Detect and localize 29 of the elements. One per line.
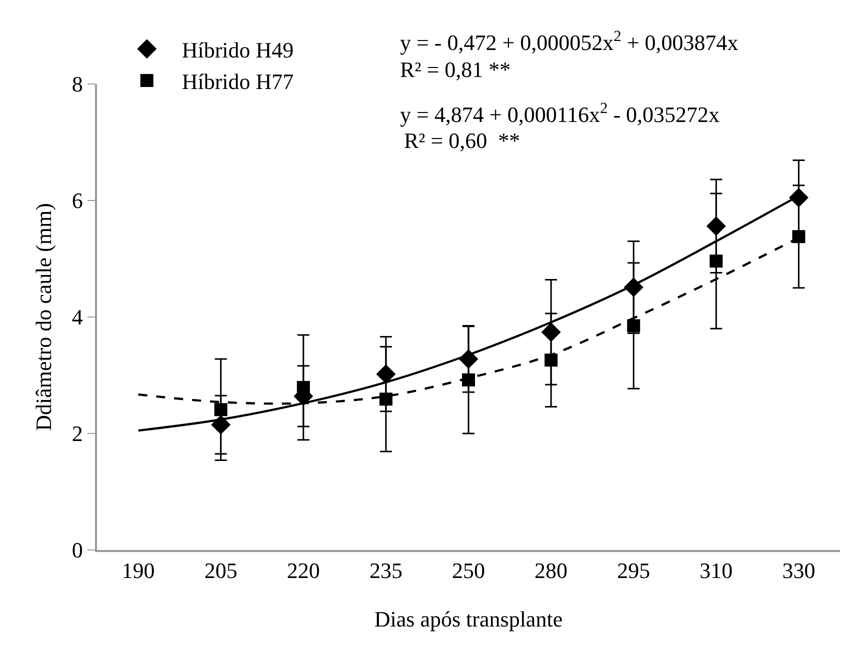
y-tick-label: 8 xyxy=(72,72,83,97)
point xyxy=(462,373,475,386)
point xyxy=(379,392,392,406)
x-tick-label: 330 xyxy=(782,558,816,584)
annotation: R² = 0,60 ** xyxy=(404,128,520,153)
point xyxy=(792,230,806,244)
text: y = - 0,472 + 0,000052x$^{2}$ + 0,003874x xyxy=(400,28,738,56)
legend-label: Híbrido H77 xyxy=(182,69,294,94)
x-tick-label: 295 xyxy=(617,558,650,584)
text: R² = 0,81 ** xyxy=(400,57,511,82)
x-tick-label: 235 xyxy=(369,558,402,584)
x-tick-label: 220 xyxy=(286,558,320,584)
y-tick-label: 4 xyxy=(72,304,83,330)
x-tick-label: 310 xyxy=(700,558,733,584)
y-tick-label: 6 xyxy=(72,188,83,214)
y-tick-label: 0 xyxy=(72,538,83,563)
point xyxy=(627,319,640,332)
annotation: y = 4,874 + 0,000116x$^{2}$ - 0,035272x xyxy=(400,100,720,128)
y-tick-label: 2 xyxy=(72,421,83,446)
x-tick-label: 250 xyxy=(452,558,485,584)
x-tick-label: 190 xyxy=(122,558,155,584)
point xyxy=(214,403,228,416)
point xyxy=(296,380,310,394)
x-tick-label: 205 xyxy=(204,558,238,584)
y-axis-title: Ddiâmetro do caule (mm) xyxy=(31,203,56,431)
legend-label: Híbrido H49 xyxy=(182,37,294,62)
x-axis-title: Dias após transplante xyxy=(374,606,563,632)
x-tick-label: 280 xyxy=(534,558,568,584)
point xyxy=(710,254,723,268)
